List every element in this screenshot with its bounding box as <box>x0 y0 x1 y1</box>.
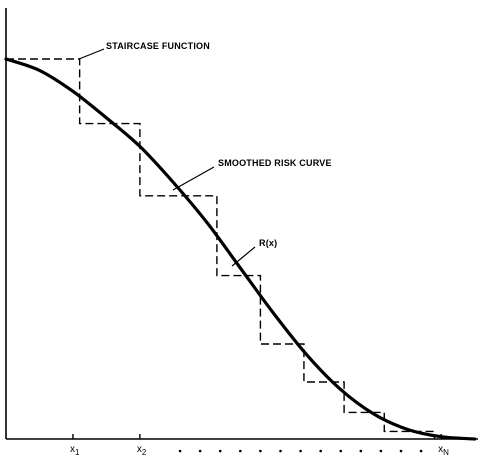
ellipsis-dot-9 <box>339 449 343 453</box>
rx-label-leader <box>231 246 256 267</box>
ellipsis-dot-11 <box>379 449 383 453</box>
staircase-function-label: STAIRCASE FUNCTION <box>106 41 210 51</box>
axes <box>5 8 478 440</box>
x-tick-label-1: x1 <box>70 444 80 456</box>
smoothed-risk-curve-line <box>4 57 477 441</box>
ellipsis-dot-4 <box>239 449 242 453</box>
smoothed-risk-curve-label: SMOOTHED RISK CURVE <box>218 158 332 168</box>
x-ticks: x1 x2 xN <box>70 434 449 456</box>
ellipsis-dot-12 <box>399 449 403 453</box>
ellipsis-dot-13 <box>419 449 423 453</box>
x-tick-label-2: x2 <box>137 444 147 456</box>
ellipsis-dot-6 <box>279 449 282 453</box>
x-tick-label-n: xN <box>438 444 449 456</box>
rx-label: R(x) <box>259 238 277 248</box>
ellipsis-dot-8 <box>319 449 322 453</box>
staircase-label-leader <box>78 48 105 60</box>
ellipsis-dot-7 <box>299 449 302 453</box>
ellipsis-dot-2 <box>198 449 202 453</box>
ellipsis-dot-1 <box>178 449 182 453</box>
series-layer <box>4 57 477 441</box>
ellipsis-dot-10 <box>359 449 363 453</box>
ellipsis-dot-5 <box>259 449 262 453</box>
annotations: STAIRCASE FUNCTION SMOOTHED RISK CURVE R… <box>78 41 332 267</box>
staircase-function-line <box>6 58 436 439</box>
smoothed-label-leader <box>172 166 215 191</box>
ellipsis-dot-3 <box>218 449 222 453</box>
